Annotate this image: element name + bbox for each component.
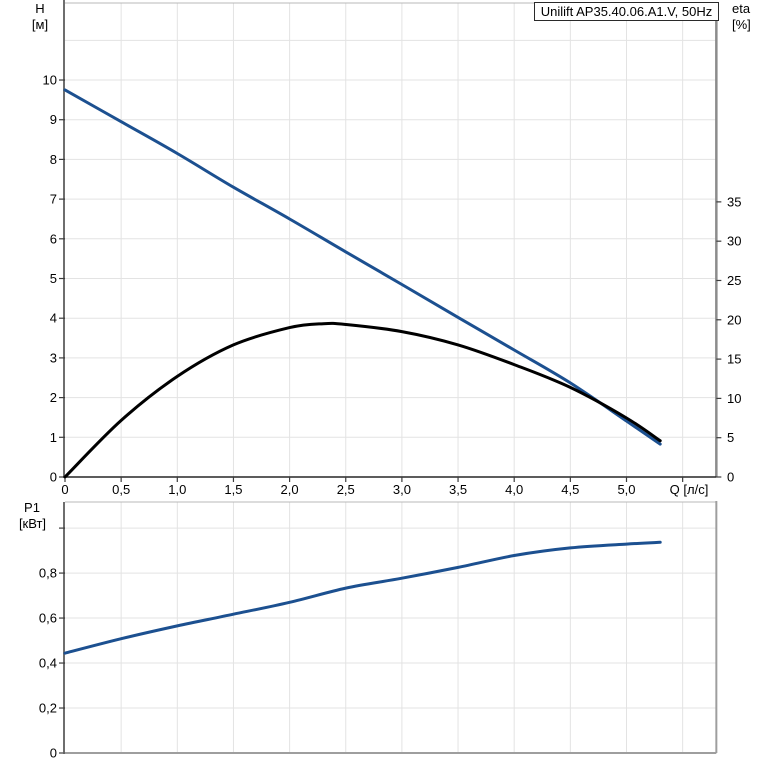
right-tick-label: 30	[727, 234, 741, 249]
left-tick-label: 0	[50, 746, 57, 761]
x-axis-unit-label: Q [л/с]	[670, 482, 709, 497]
left-tick-label: 1	[50, 430, 57, 445]
p1-axis-unit: [кВт]	[18, 516, 47, 531]
left-tick-label: 10	[43, 73, 57, 88]
right-tick-label: 5	[727, 430, 734, 445]
x-tick-label: 1,5	[224, 482, 242, 497]
left-tick-label: 8	[50, 152, 57, 167]
left-tick-label: 4	[50, 311, 57, 326]
left-tick-label: 5	[50, 271, 57, 286]
left-tick-label: 0,2	[39, 701, 57, 716]
p1-axis-title: P1	[24, 500, 40, 515]
h-axis-unit: [м]	[31, 17, 49, 32]
power-curve	[63, 540, 662, 655]
chart-title-box: Unilift AP35.40.06.A1.V, 50Hz	[534, 2, 719, 21]
right-tick-label: 35	[727, 194, 741, 209]
left-tick-label: 6	[50, 231, 57, 246]
hq-eta-chart: 0 1 2 3 4 5 6 7 8 9 10 0 5 10 15 20 25 30 35 0 0,5 1,0 1,5 2,0 2…	[43, 0, 741, 497]
left-tick-label: 0	[50, 470, 57, 485]
right-tick-label: 10	[727, 391, 741, 406]
x-tick-label: 3,0	[393, 482, 411, 497]
left-tick-label: 0,8	[39, 566, 57, 581]
bottom-chart-gridlines	[65, 502, 717, 753]
right-tick-label: 20	[727, 312, 741, 327]
chart-title: Unilift AP35.40.06.A1.V, 50Hz	[540, 4, 713, 19]
x-tick-label: 4,5	[561, 482, 579, 497]
eta-axis-title: eta	[732, 1, 751, 16]
p1-chart: 0 0,2 0,4 0,6 0,8	[39, 501, 718, 761]
right-tick-label: 0	[727, 470, 734, 485]
x-tick-label: 2,5	[337, 482, 355, 497]
head-curve	[63, 88, 662, 446]
x-tick-label: 4,0	[505, 482, 523, 497]
x-tick-label: 0,5	[112, 482, 130, 497]
left-tick-label: 0,4	[39, 656, 57, 671]
x-tick-label: 2,0	[281, 482, 299, 497]
x-tick-label: 5,0	[617, 482, 635, 497]
x-tick-label: 3,5	[449, 482, 467, 497]
x-tick-label: 0	[61, 482, 68, 497]
left-tick-label: 0,6	[39, 611, 57, 626]
h-axis-title: H	[35, 1, 45, 16]
eta-axis-unit: [%]	[732, 17, 751, 32]
left-tick-label: 3	[50, 350, 57, 365]
top-chart-gridlines	[65, 3, 717, 477]
x-tick-label: 1,0	[168, 482, 186, 497]
right-tick-label: 25	[727, 273, 741, 288]
left-tick-label: 7	[50, 192, 57, 207]
right-tick-label: 15	[727, 352, 741, 367]
efficiency-curve	[63, 321, 662, 479]
left-tick-label: 9	[50, 112, 57, 127]
left-tick-label: 2	[50, 390, 57, 405]
